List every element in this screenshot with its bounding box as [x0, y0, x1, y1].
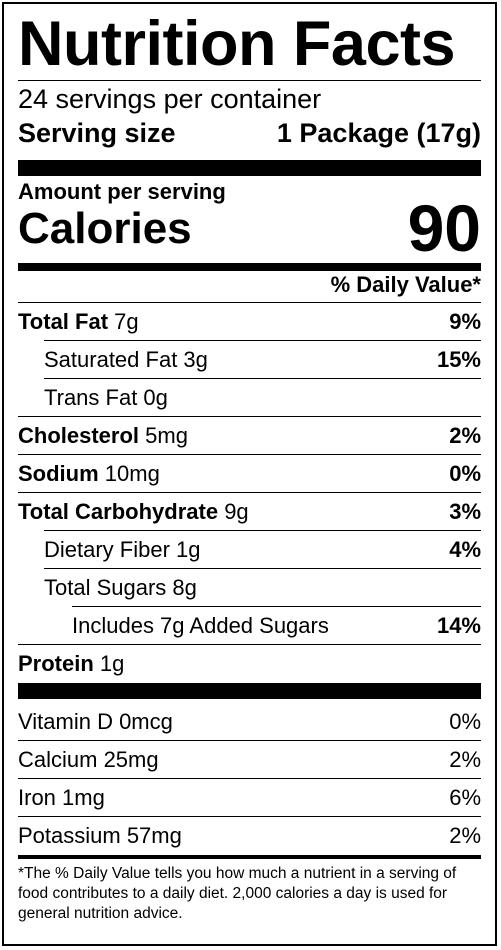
nutrient-name: Protein 1g	[18, 645, 124, 683]
nutrient-name: Total Sugars 8g	[44, 575, 197, 600]
vitamin-row: Calcium 25mg 2%	[18, 741, 481, 779]
nutrient-daily-value: 2%	[449, 423, 481, 448]
calories-label: Calories	[18, 204, 192, 253]
footnote: *The % Daily Value tells you how much a …	[18, 865, 457, 922]
vitamin-name: Potassium 57mg	[18, 823, 182, 848]
nutrient-row: Protein 1g	[18, 645, 481, 683]
row-divider	[18, 740, 481, 741]
nutrient-label: Sodium	[18, 461, 99, 486]
nutrient-name: Total Carbohydrate 9g	[18, 493, 249, 531]
nutrient-name: Dietary Fiber 1g	[44, 537, 201, 562]
nutrient-label: Total Carbohydrate	[18, 499, 219, 524]
nutrient-name: Saturated Fat 3g	[44, 347, 208, 372]
nutrient-daily-value: 4%	[449, 537, 481, 562]
nutrient-daily-value: 14%	[436, 613, 481, 638]
nutrient-amount: 7g	[114, 309, 139, 334]
row-divider	[44, 530, 481, 531]
vitamin-name: Vitamin D 0mcg	[18, 709, 173, 734]
serving-size-row: Serving size 1 Package (17g)	[18, 117, 481, 149]
calories-value: 90	[407, 191, 481, 265]
vitamin-row: Potassium 57mg 2%	[18, 817, 481, 855]
row-divider	[44, 340, 481, 341]
nutrient-name: Sodium 10mg	[18, 455, 160, 493]
nutrient-row: Cholesterol 5mg 2%	[18, 417, 481, 455]
serving-size-label: Serving size	[18, 118, 176, 148]
divider-thick	[18, 160, 481, 176]
nutrient-daily-value: 0%	[449, 461, 481, 486]
row-divider	[18, 416, 481, 417]
divider-thin	[18, 80, 481, 81]
nutrient-name: Cholesterol 5mg	[18, 417, 188, 455]
nutrient-name: Includes 7g Added Sugars	[72, 613, 329, 638]
vitamin-row: Vitamin D 0mcg 0%	[18, 703, 481, 741]
serving-size-value: 1 Package (17g)	[276, 118, 481, 148]
vitamin-name: Calcium 25mg	[18, 747, 159, 772]
nutrient-row: Total Carbohydrate 9g 3%	[18, 493, 481, 531]
nutrient-daily-value: 9%	[449, 309, 481, 334]
vitamin-daily-value: 0%	[449, 709, 481, 734]
vitamin-daily-value: 2%	[449, 747, 481, 772]
nutrient-row: Dietary Fiber 1g 4%	[18, 531, 481, 569]
divider-medium	[18, 855, 481, 859]
nutrient-row: Includes 7g Added Sugars 14%	[18, 607, 481, 645]
vitamin-daily-value: 6%	[449, 785, 481, 810]
nutrient-label: Cholesterol	[18, 423, 140, 448]
nutrient-amount: 1g	[99, 651, 125, 676]
row-divider	[18, 644, 481, 645]
vitamin-daily-value: 2%	[449, 823, 481, 848]
nutrient-daily-value: 15%	[436, 347, 481, 372]
daily-value-header: % Daily Value*	[330, 272, 481, 297]
vitamin-name: Iron 1mg	[18, 785, 105, 810]
label-title: Nutrition Facts	[18, 9, 456, 79]
row-divider	[44, 568, 481, 569]
nutrient-amount: 5mg	[145, 423, 188, 448]
nutrient-label: Protein	[18, 651, 94, 676]
nutrient-row: Sodium 10mg 0%	[18, 455, 481, 493]
nutrient-row: Total Fat 7g 9%	[18, 303, 481, 341]
row-divider	[44, 378, 481, 379]
nutrient-daily-value: 3%	[449, 499, 481, 524]
nutrient-row: Total Sugars 8g	[18, 569, 481, 607]
row-divider	[18, 302, 481, 303]
amount-per-serving: Amount per serving	[18, 179, 226, 204]
row-divider	[18, 454, 481, 455]
nutrient-name: Trans Fat 0g	[44, 385, 168, 410]
nutrient-amount: 10mg	[104, 461, 160, 486]
row-divider	[72, 606, 481, 607]
divider-medium	[18, 263, 481, 271]
nutrient-name: Total Fat 7g	[18, 303, 139, 341]
row-divider	[18, 492, 481, 493]
nutrient-row: Saturated Fat 3g 15%	[18, 341, 481, 379]
row-divider	[18, 778, 481, 779]
row-divider	[18, 816, 481, 817]
servings-per-container: 24 servings per container	[18, 84, 322, 114]
divider-thick	[18, 683, 481, 699]
nutrient-row: Trans Fat 0g	[18, 379, 481, 417]
nutrient-amount: 9g	[224, 499, 249, 524]
vitamin-row: Iron 1mg 6%	[18, 779, 481, 817]
nutrient-label: Total Fat	[18, 309, 109, 334]
